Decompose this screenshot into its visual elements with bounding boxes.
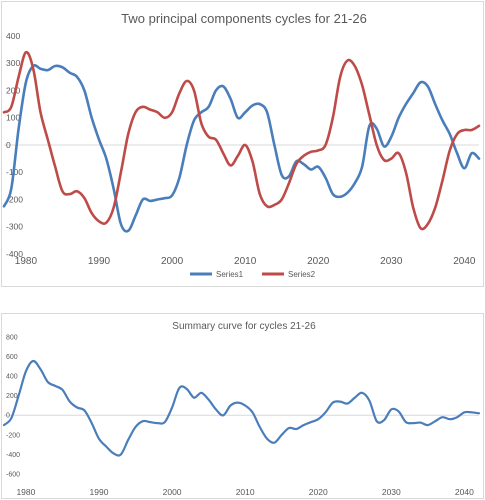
x-tick-label: 2010 [234, 256, 257, 267]
x-tick-label: 1990 [90, 487, 109, 497]
bottom-chart-title: Summary curve for cycles 21-26 [172, 321, 316, 332]
x-tick-label: 2040 [455, 487, 474, 497]
top-chart-svg: Two principal components cycles for 21-2… [2, 11, 481, 279]
y-tick-label: 400 [6, 374, 18, 381]
y-tick-label: -300 [6, 222, 23, 232]
y-tick-label: -200 [6, 194, 23, 204]
series-line-1 [2, 64, 481, 233]
y-tick-label: -400 [6, 452, 20, 459]
legend-label-2: Series2 [288, 270, 316, 279]
x-tick-label: 2030 [382, 487, 401, 497]
bottom-chart-panel: Summary curve for cycles 21-26 800 600 400… [1, 313, 484, 499]
y-tick-label: -200 [6, 432, 20, 439]
y-tick-label: -400 [6, 249, 23, 259]
x-tick-label: 2020 [307, 256, 330, 267]
top-chart-title: Two principal components cycles for 21-2… [121, 11, 367, 26]
x-tick-label: 1980 [15, 256, 38, 267]
x-tick-label: 2000 [163, 487, 182, 497]
legend-label-1: Series1 [216, 270, 244, 279]
y-tick-label: 300 [6, 58, 20, 68]
y-tick-label: 600 [6, 354, 18, 361]
top-chart-panel: Two principal components cycles for 21-2… [1, 1, 484, 287]
y-tick-label: 0 [6, 140, 11, 150]
x-tick-label: 2020 [309, 487, 328, 497]
x-tick-label: 2040 [453, 256, 476, 267]
x-tick-label: 2010 [236, 487, 255, 497]
bottom-chart-svg: Summary curve for cycles 21-26 800 600 400… [2, 321, 481, 497]
y-tick-label: 200 [6, 85, 20, 95]
x-tick-label: 1980 [16, 487, 35, 497]
y-tick-label: 200 [6, 393, 18, 400]
x-tick-label: 2000 [161, 256, 184, 267]
y-tick-label: 100 [6, 113, 20, 123]
series-line-2 [2, 50, 481, 231]
y-tick-label: 0 [6, 413, 10, 420]
x-tick-label: 2030 [380, 256, 403, 267]
y-tick-label: 800 [6, 334, 18, 341]
series-line-1 [2, 359, 481, 457]
y-tick-label: -600 [6, 471, 20, 478]
x-tick-label: 1990 [88, 256, 111, 267]
y-tick-label: 400 [6, 31, 20, 41]
